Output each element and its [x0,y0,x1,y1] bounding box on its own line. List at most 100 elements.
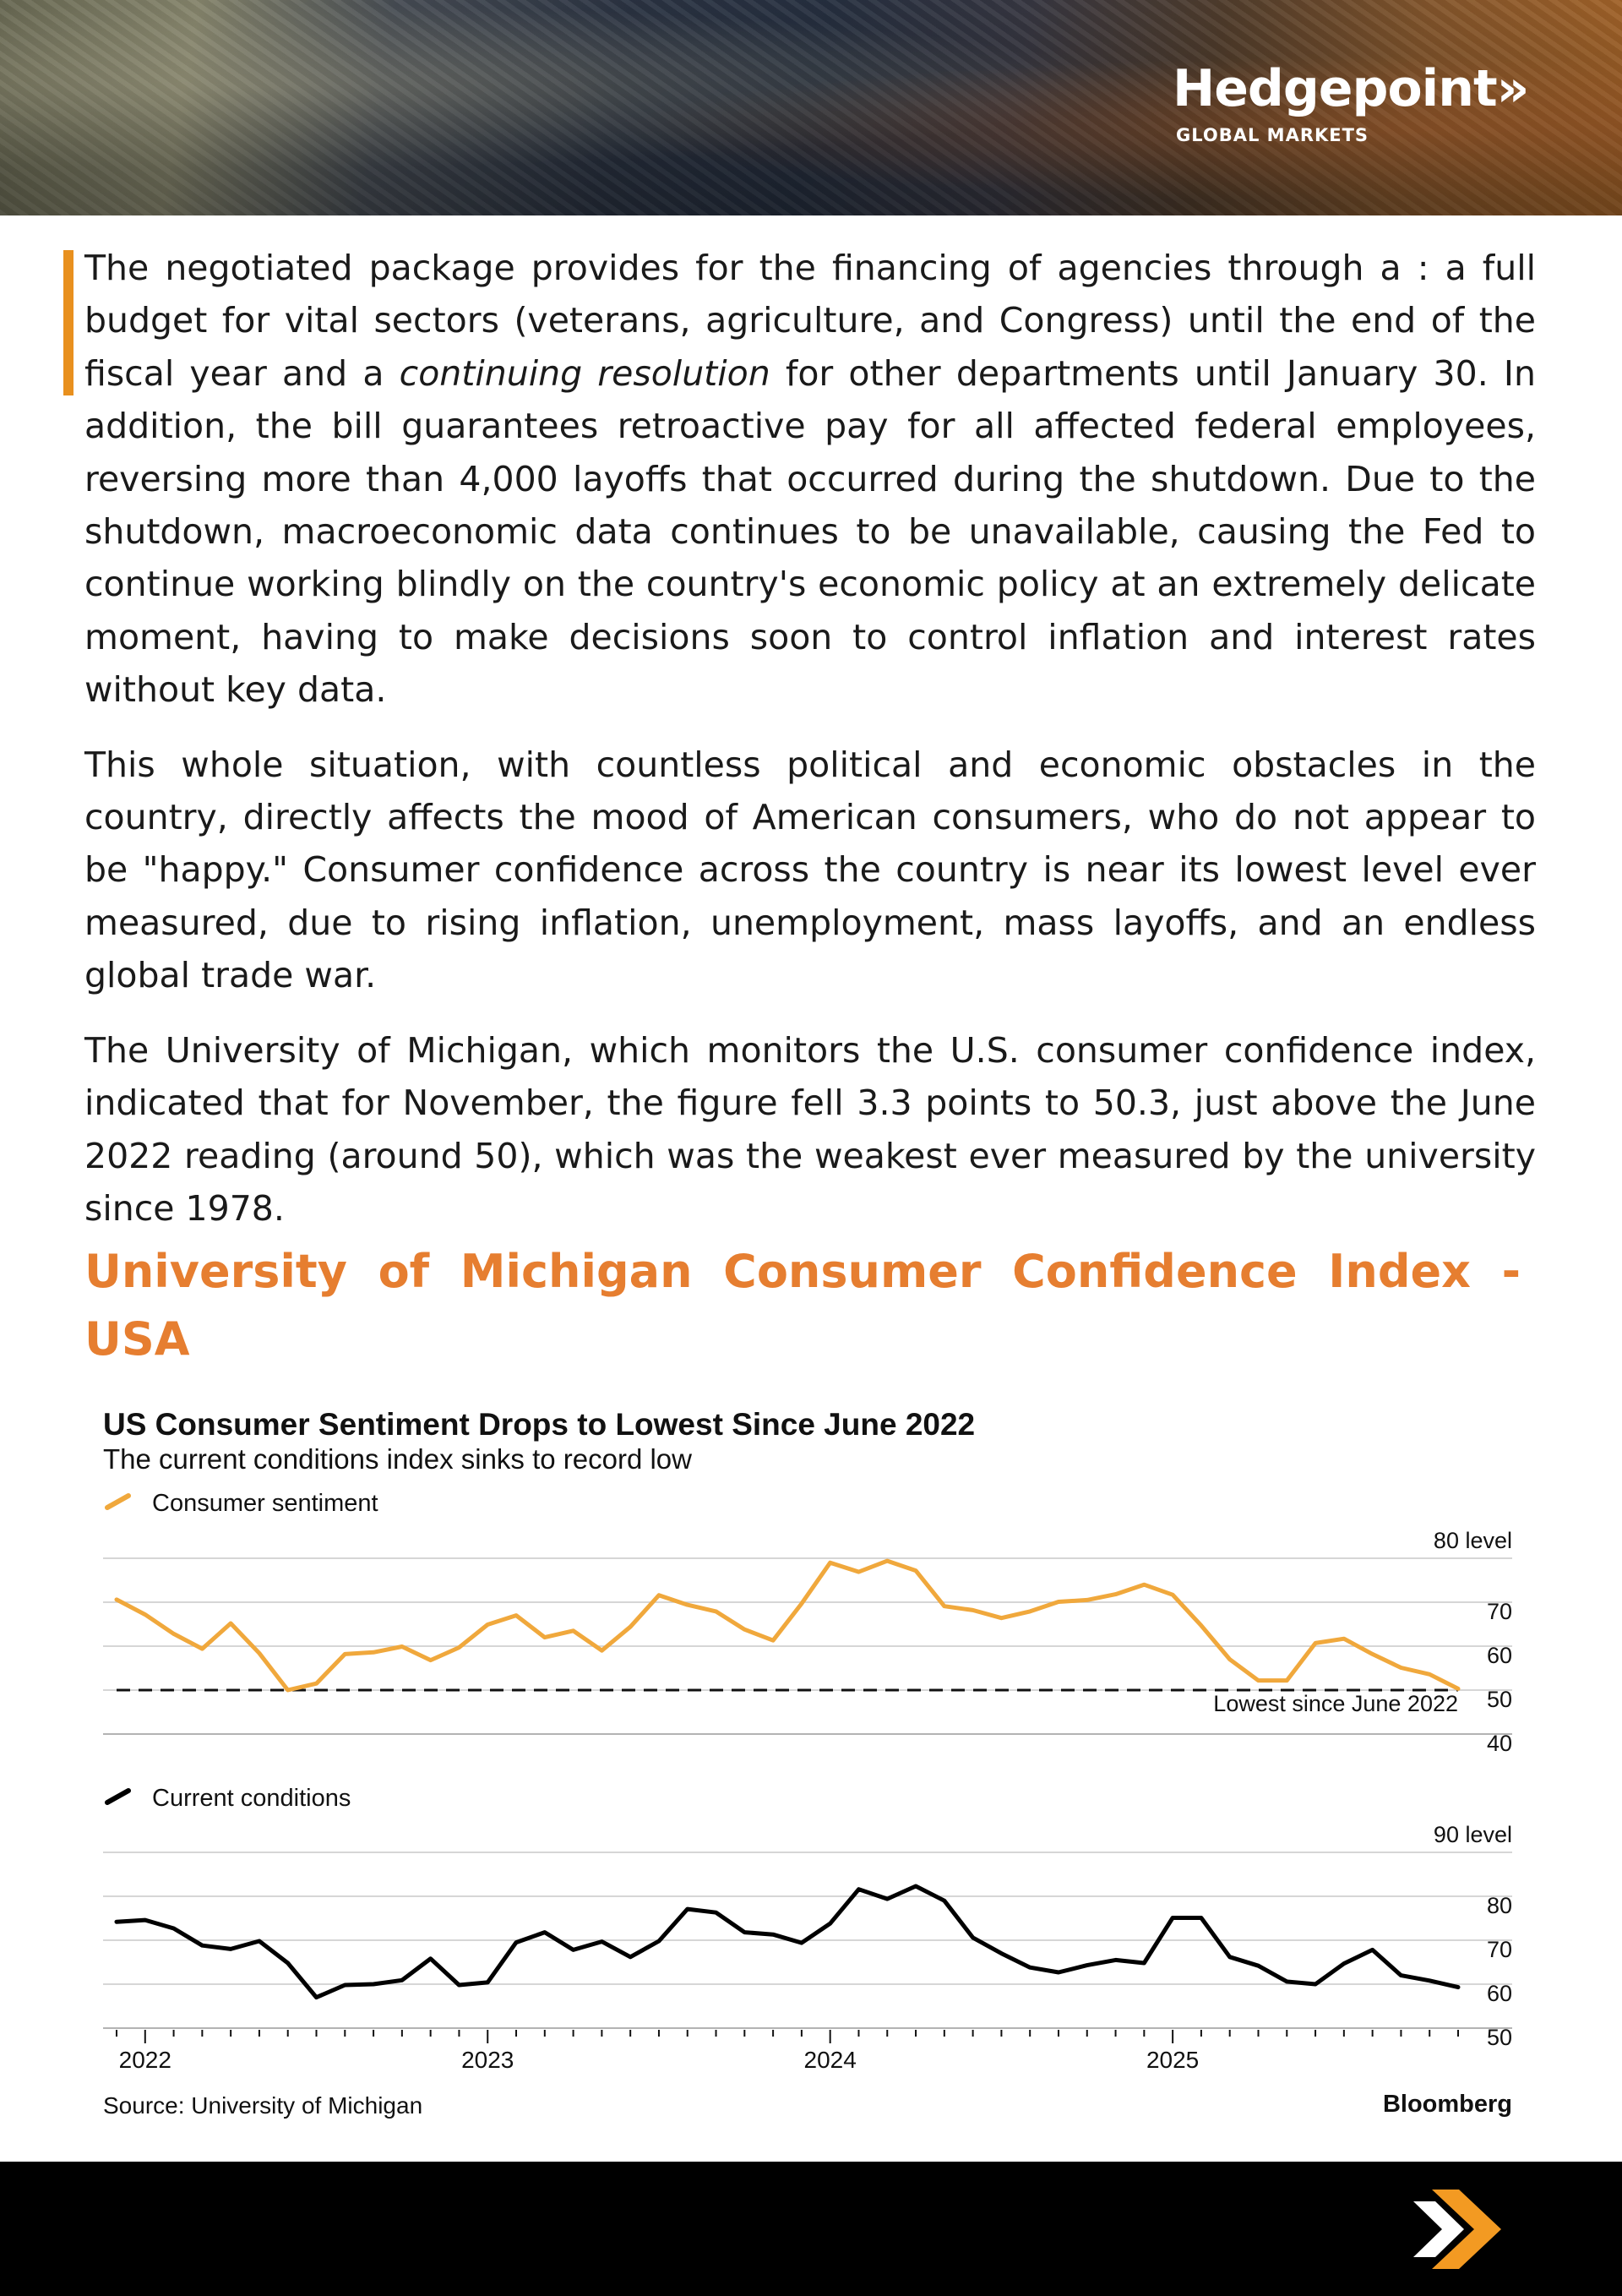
data-point [1370,1948,1374,1952]
x-tick-label: 2023 [461,2047,514,2073]
y-top-label-0: 80 level [1434,1528,1512,1553]
data-point [115,1597,119,1601]
data-point [1142,1583,1146,1587]
data-point [799,1941,803,1945]
data-point [171,1926,176,1930]
emphasis-continuing-resolution: continuing resolution [399,352,770,394]
data-point [828,1922,832,1926]
data-point [885,1897,890,1901]
data-point [1113,1958,1118,1962]
data-point [200,1944,204,1948]
data-point [600,1649,604,1653]
data-point [1085,1963,1089,1967]
data-point [971,1935,975,1939]
legend-swatch-1 [105,1788,131,1805]
data-point [257,1939,261,1944]
data-point [343,1983,347,1988]
data-point [428,1658,433,1662]
chart-title: US Consumer Sentiment Drops to Lowest Si… [103,1407,976,1442]
data-point [942,1604,946,1608]
data-point [828,1561,832,1565]
footer-bar [0,2162,1622,2296]
y-tick-label: 80 [1487,1893,1512,1918]
data-point [286,1688,290,1693]
data-point [656,1939,661,1944]
data-point [857,1570,861,1574]
series-line-1 [114,1884,1461,2000]
data-point [714,1609,718,1613]
data-point [971,1608,975,1612]
data-point [1142,1961,1146,1966]
y-tick-label: 50 [1487,1687,1512,1712]
header-banner: Hedgepoint» GLOBAL MARKETS [0,0,1622,215]
data-point [1056,1970,1060,1974]
data-point [115,1920,119,1924]
data-point [1456,1687,1461,1691]
y-tick-label: 50 [1487,2025,1512,2050]
data-point [428,1956,433,1961]
data-point [771,1639,776,1643]
data-point [514,1613,519,1617]
data-point [743,1930,747,1934]
data-point [372,1650,376,1655]
data-point [1113,1592,1118,1596]
data-point [400,1978,404,1982]
data-point [257,1651,261,1655]
y-tick-label: 60 [1487,1981,1512,2006]
y-tick-label: 70 [1487,1937,1512,1962]
data-point [1199,1916,1203,1920]
data-point [1056,1600,1060,1604]
y-tick-label: 70 [1487,1599,1512,1624]
data-point [1085,1598,1089,1602]
data-point [1256,1964,1260,1968]
data-point [200,1647,204,1651]
legend-label-1: Current conditions [152,1785,351,1812]
chart-source: Source: University of Michigan [103,2092,423,2119]
data-point [629,1625,633,1629]
data-point [1227,1955,1232,1959]
data-point [914,1568,918,1573]
data-point [999,1616,1004,1620]
quote-accent-bar [63,250,73,395]
data-point [1456,1985,1461,1989]
data-point [885,1559,890,1563]
data-point [571,1948,575,1952]
data-point [1399,1666,1403,1670]
data-point [457,1645,461,1650]
paragraph-2: This whole situation, with countless pol… [84,744,1536,996]
data-point [486,1980,490,1984]
brand-chevron-icon: » [1496,59,1530,118]
data-point [1285,1979,1289,1983]
data-point [1199,1623,1203,1628]
data-point [1171,1593,1175,1597]
brand-name: Hedgepoint [1173,59,1498,118]
data-point [343,1652,347,1656]
banner-background-image [0,0,1622,215]
data-point [1314,1641,1318,1645]
legend-label-0: Consumer sentiment [152,1490,378,1517]
brand-logo[interactable]: Hedgepoint» [1173,59,1530,118]
x-tick-label: 2024 [804,2047,857,2073]
article-body: The negotiated package provides for the … [84,242,1536,1235]
data-point [656,1593,661,1597]
data-point [542,1930,547,1934]
data-point [999,1951,1004,1955]
data-point [143,1918,147,1922]
data-point [314,1682,318,1686]
data-point [914,1884,918,1889]
data-point [229,1621,233,1625]
footer-chevron-logo-icon [1413,2190,1501,2269]
legend-swatch-0 [105,1493,131,1510]
data-point [314,1995,318,1999]
data-point [771,1933,776,1937]
data-point [685,1907,689,1912]
data-point [1342,1637,1346,1641]
data-point [1285,1678,1289,1682]
data-point [1256,1678,1260,1682]
data-point [799,1601,803,1606]
data-point [143,1612,147,1617]
data-point [514,1940,519,1944]
y-tick-label: 60 [1487,1643,1512,1668]
chart-brand-bloomberg: Bloomberg [1382,2091,1512,2118]
